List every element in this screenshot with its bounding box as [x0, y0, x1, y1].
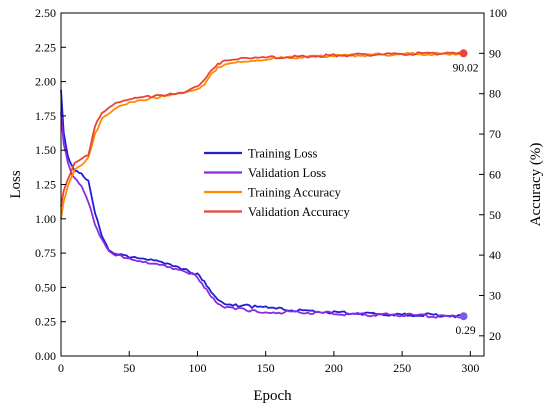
y-right-tick-label: 90: [489, 46, 501, 60]
series-line-validation-accuracy: [60, 51, 464, 207]
y-left-tick-label: 0.25: [35, 315, 56, 329]
y-left-tick-label: 1.25: [35, 178, 56, 192]
y-left-tick-label: 2.00: [35, 75, 56, 89]
legend-label: Validation Accuracy: [248, 205, 350, 219]
legend-label: Training Loss: [248, 147, 317, 161]
x-axis-title: Epoch: [253, 388, 292, 404]
y-right-tick-label: 60: [489, 167, 501, 181]
x-tick-label: 200: [325, 361, 343, 375]
y-left-tick-label: 1.00: [35, 212, 56, 226]
y-right-tick-label: 30: [489, 288, 501, 302]
x-tick-label: 150: [257, 361, 275, 375]
legend-label: Training Accuracy: [248, 186, 342, 200]
x-tick-label: 100: [188, 361, 206, 375]
y-right-tick-label: 80: [489, 87, 501, 101]
y-right-tick-label: 50: [489, 208, 501, 222]
x-tick-label: 0: [58, 361, 64, 375]
annotation-marker: [459, 312, 468, 321]
y-left-tick-label: 1.75: [35, 109, 56, 123]
series-line-validation-loss: [60, 111, 464, 319]
ticks-layer: 0 50 100 150 200 250 300 0.00 0.25 0.50 0.75 1.00 1.…: [35, 6, 507, 375]
annotation-label: 90.02: [453, 62, 479, 74]
y-right-tick-label: 40: [489, 248, 501, 262]
y-left-tick-label: 2.25: [35, 40, 56, 54]
legend: Training Loss Validation Loss Training Acc…: [200, 139, 368, 221]
x-tick-label: 250: [393, 361, 411, 375]
y-right-tick-label: 20: [489, 329, 501, 343]
y-left-tick-label: 0.00: [35, 349, 56, 363]
y-left-tick-label: 0.75: [35, 246, 56, 260]
y-right-tick-label: 100: [489, 6, 507, 20]
annotation-label: 0.29: [455, 325, 475, 337]
y-left-tick-label: 2.50: [35, 6, 56, 20]
annotation-marker: [459, 49, 468, 58]
annotation-layer: 90.02 0.29: [453, 49, 479, 337]
legend-label: Validation Loss: [248, 166, 326, 180]
x-tick-label: 300: [461, 361, 479, 375]
y-axis-right-title: Accuracy (%): [528, 143, 544, 227]
y-left-tick-label: 0.50: [35, 280, 56, 294]
series-line-training-accuracy: [60, 51, 464, 219]
y-right-tick-label: 70: [489, 127, 501, 141]
x-tick-label: 50: [123, 361, 135, 375]
y-axis-left-title: Loss: [8, 170, 24, 199]
series-line-training-loss: [60, 89, 464, 319]
series-layer: [60, 51, 464, 319]
y-left-tick-label: 1.50: [35, 143, 56, 157]
